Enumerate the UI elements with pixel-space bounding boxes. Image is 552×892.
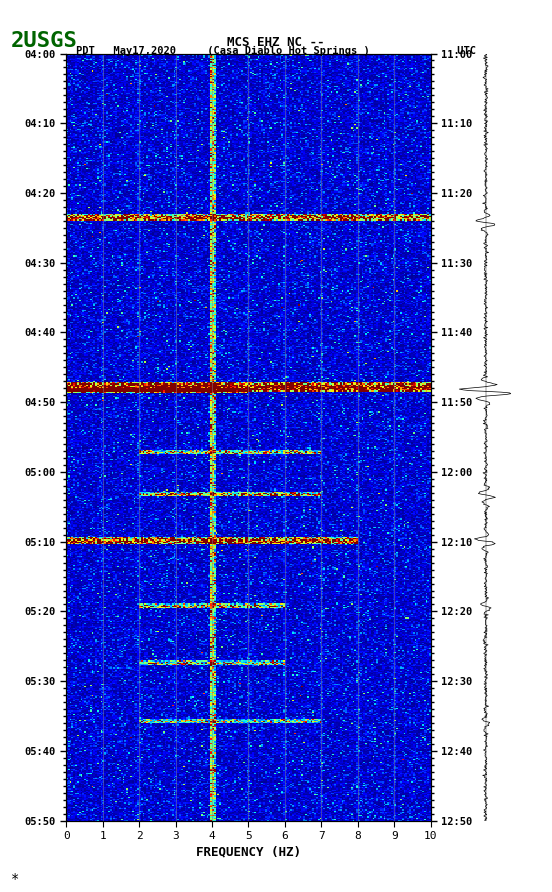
Text: 2USGS: 2USGS [11, 31, 78, 51]
Text: MCS EHZ NC --: MCS EHZ NC -- [227, 36, 325, 49]
X-axis label: FREQUENCY (HZ): FREQUENCY (HZ) [196, 846, 301, 858]
Text: *: * [11, 872, 19, 886]
Text: PDT   May17,2020     (Casa Diablo Hot Springs )              UTC: PDT May17,2020 (Casa Diablo Hot Springs … [76, 46, 476, 56]
